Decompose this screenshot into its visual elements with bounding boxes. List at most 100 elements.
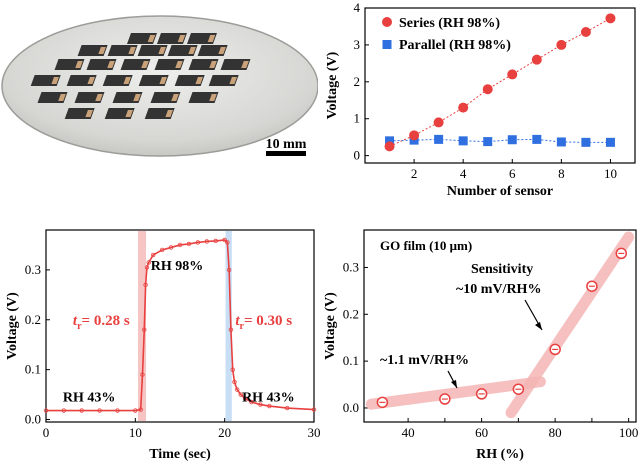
y-tick-label: 1 (354, 111, 361, 126)
chip-electrode (85, 110, 93, 117)
chip-electrode (133, 94, 141, 101)
parallel-point (507, 135, 517, 145)
voltage-point (311, 407, 317, 412)
voltage-point (213, 238, 218, 244)
series-fit-line (389, 17, 611, 147)
voltage-point (228, 327, 234, 332)
chip-electrode (159, 77, 167, 84)
chip-electrode (125, 110, 133, 117)
parallel-point (556, 137, 566, 147)
voltage-point (43, 408, 49, 413)
chip-electrode (75, 61, 83, 68)
parallel-point (581, 137, 591, 147)
voltage-point (142, 327, 147, 332)
panel-d-plot-area: 40 60 80 100 0.0 0.1 0.2 0.3 (343, 229, 639, 440)
voltage-point (144, 265, 150, 270)
annotation-recovery-time: tr= 0.30 s (235, 313, 292, 332)
voltage-point (79, 408, 84, 413)
voltage-point (186, 241, 192, 247)
y-tick-label: 3 (354, 37, 361, 52)
chip-electrode (165, 110, 173, 117)
x-tick-label: 100 (619, 425, 639, 440)
panel-d-chart: 40 60 80 100 0.0 0.1 0.2 0.3 Voltage (V) RH (%)… (323, 229, 639, 462)
y-tick-label: 0.2 (25, 312, 41, 327)
transition-band (225, 231, 232, 421)
voltage-line (46, 239, 315, 412)
voltage-point (258, 402, 263, 407)
x-tick-label: 60 (475, 425, 488, 440)
voltage-point (146, 260, 151, 265)
panel-b-chart: 2 4 6 8 10 0 1 2 3 4 Voltage (V) Number of sensor… (325, 0, 636, 199)
panel-b-legend: Series (RH 98%) Parallel (RH 98%) (382, 16, 511, 53)
parallel-point (483, 137, 493, 147)
voltage-point (225, 240, 230, 245)
chip-electrode (171, 94, 179, 101)
t-symbol: t (235, 313, 240, 329)
voltage-point (204, 239, 209, 244)
panel-d-y-axis-label: Voltage (V) (323, 292, 338, 360)
series-point (531, 54, 542, 65)
chip-electrode (147, 35, 156, 42)
scale-bar-label: 10 mm (266, 137, 307, 152)
panel-c-plot-area: 0 10 20 30 0.0 0.1 0.2 0.3 (25, 229, 320, 440)
annotation-high-slope: ~10 mV/RH% (456, 282, 541, 297)
chip-electrode (209, 61, 217, 68)
voltage-point (195, 240, 201, 245)
voltage-point (232, 379, 237, 385)
x-tick-label: 0 (43, 425, 50, 440)
voltage-point (222, 237, 227, 243)
chip-electrode (51, 77, 59, 84)
plot-frame (45, 229, 315, 423)
x-tick-label: 40 (402, 425, 415, 440)
voltage-point (97, 408, 102, 413)
y-tick-label: 0.0 (343, 400, 359, 415)
y-tick-label: 0.1 (343, 353, 359, 368)
t-symbol: t (73, 313, 78, 329)
chip-electrode (177, 35, 186, 42)
t-value: = 0.28 s (82, 313, 130, 329)
series-point (556, 39, 567, 50)
chip-electrode (229, 77, 237, 84)
t-subscript: r (77, 321, 82, 332)
chip-electrode (207, 35, 216, 42)
chip-electrode (188, 47, 196, 54)
voltage-point (168, 245, 174, 250)
chip-electrode (107, 61, 115, 68)
voltage-point (159, 247, 165, 253)
series-point (507, 69, 518, 80)
plot-frame (363, 229, 637, 423)
fit-band (365, 376, 546, 410)
legend-parallel-marker (382, 40, 392, 49)
series-point (580, 26, 591, 37)
voltage-point (140, 372, 145, 377)
chip-electrode (87, 77, 95, 84)
arrow-low-slope-head (451, 380, 457, 388)
series-point (482, 84, 493, 95)
y-tick-label: 0 (354, 148, 361, 163)
chip-electrode (175, 61, 183, 68)
annotation-response-time: tr= 0.28 s (73, 313, 130, 332)
y-tick-label: 0.3 (343, 259, 359, 274)
y-tick-label: 4 (354, 0, 361, 15)
series-point (458, 102, 469, 113)
x-tick-label: 10 (129, 425, 142, 440)
x-tick-label: 20 (218, 425, 231, 440)
voltage-point (226, 267, 232, 273)
panel-c-y-axis-label: Voltage (V) (5, 292, 20, 360)
chip-electrode (128, 47, 136, 54)
parallel-point (605, 137, 615, 147)
x-tick-label: 8 (558, 166, 565, 181)
y-tick-label: 2 (354, 74, 361, 89)
series-point (409, 130, 420, 141)
voltage-point (177, 242, 183, 248)
chip-electrode (141, 61, 149, 68)
parallel-point (385, 136, 395, 146)
legend-series-marker (382, 17, 392, 27)
legend-parallel-label: Parallel (RH 98%) (399, 38, 511, 53)
panel-d-x-axis-label: RH (%) (476, 447, 524, 462)
chip-electrode (158, 47, 166, 54)
x-tick-label: 80 (549, 425, 562, 440)
wafer-photo-panel: 10 mm (0, 0, 319, 168)
panel-b-y-axis-label: Voltage (V) (325, 51, 340, 119)
chip-electrode (123, 77, 131, 84)
